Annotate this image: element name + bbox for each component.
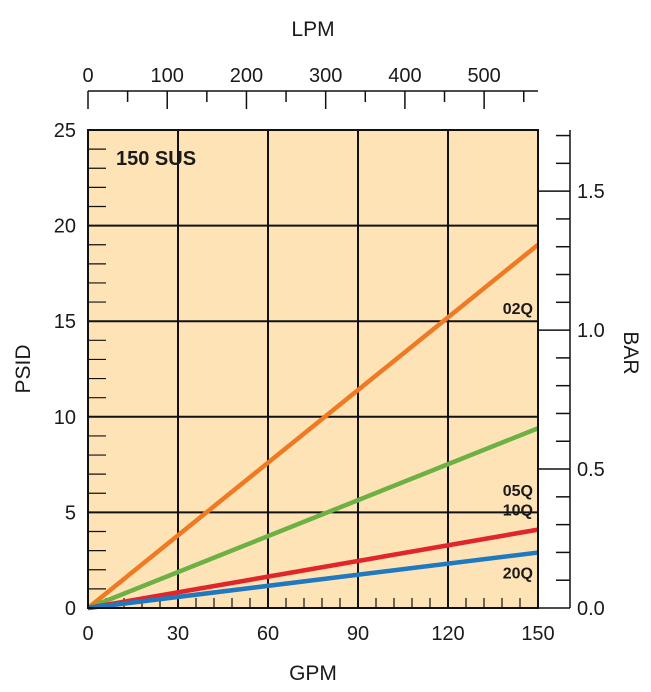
y-tick-label: 5 bbox=[65, 502, 76, 524]
y2-tick-label: 1.5 bbox=[577, 181, 605, 203]
y2-tick-label: 0.0 bbox=[577, 598, 605, 620]
series-label-20q: 20Q bbox=[503, 566, 533, 583]
x-tick-label: 60 bbox=[257, 623, 279, 645]
x-tick-label: 150 bbox=[521, 623, 554, 645]
x-tick-label: 90 bbox=[347, 623, 369, 645]
series-line-20q bbox=[87, 550, 539, 611]
y2-tick-label: 1.0 bbox=[577, 320, 605, 342]
right-axis bbox=[538, 130, 571, 609]
y-tick-label: 0 bbox=[65, 598, 76, 620]
series-lines bbox=[86, 242, 540, 611]
series-line-05q bbox=[87, 426, 539, 611]
y-tick-label: 10 bbox=[54, 407, 76, 429]
top-axis bbox=[87, 90, 538, 109]
plot-background bbox=[88, 130, 538, 608]
x-axis-title: GPM bbox=[289, 662, 337, 685]
x2-tick-label: 400 bbox=[388, 65, 421, 87]
y-tick-label: 15 bbox=[54, 311, 76, 333]
series-line-10q bbox=[87, 527, 539, 611]
y-tick-label: 20 bbox=[54, 216, 76, 238]
minor-ticks bbox=[88, 148, 521, 608]
chart-note: 150 SUS bbox=[116, 148, 196, 170]
y2-tick-label: 0.5 bbox=[577, 459, 605, 481]
x-tick-label: 0 bbox=[82, 623, 93, 645]
x2-axis-title: LPM bbox=[291, 18, 334, 41]
x2-tick-label: 300 bbox=[309, 65, 342, 87]
y-axis-title: PSID bbox=[12, 344, 35, 393]
x2-tick-label: 0 bbox=[82, 65, 93, 87]
series-line-02q bbox=[86, 242, 540, 610]
y-tick-label: 25 bbox=[54, 120, 76, 142]
grid bbox=[88, 130, 538, 608]
series-label-02q: 02Q bbox=[503, 301, 533, 318]
x2-tick-label: 200 bbox=[230, 65, 263, 87]
tick-labels: 0 30 60 90 120 150 0 5 10 15 20 25 0 100 200 300 400 500 0… bbox=[54, 65, 605, 645]
x-tick-label: 30 bbox=[167, 623, 189, 645]
series-label-05q: 05Q bbox=[503, 483, 533, 500]
x2-tick-label: 500 bbox=[467, 65, 500, 87]
series-label-10q: 10Q bbox=[503, 503, 533, 520]
y2-axis-title: BAR bbox=[619, 331, 642, 374]
x-tick-label: 120 bbox=[431, 623, 464, 645]
plot-border bbox=[87, 129, 539, 609]
x2-tick-label: 100 bbox=[151, 65, 184, 87]
